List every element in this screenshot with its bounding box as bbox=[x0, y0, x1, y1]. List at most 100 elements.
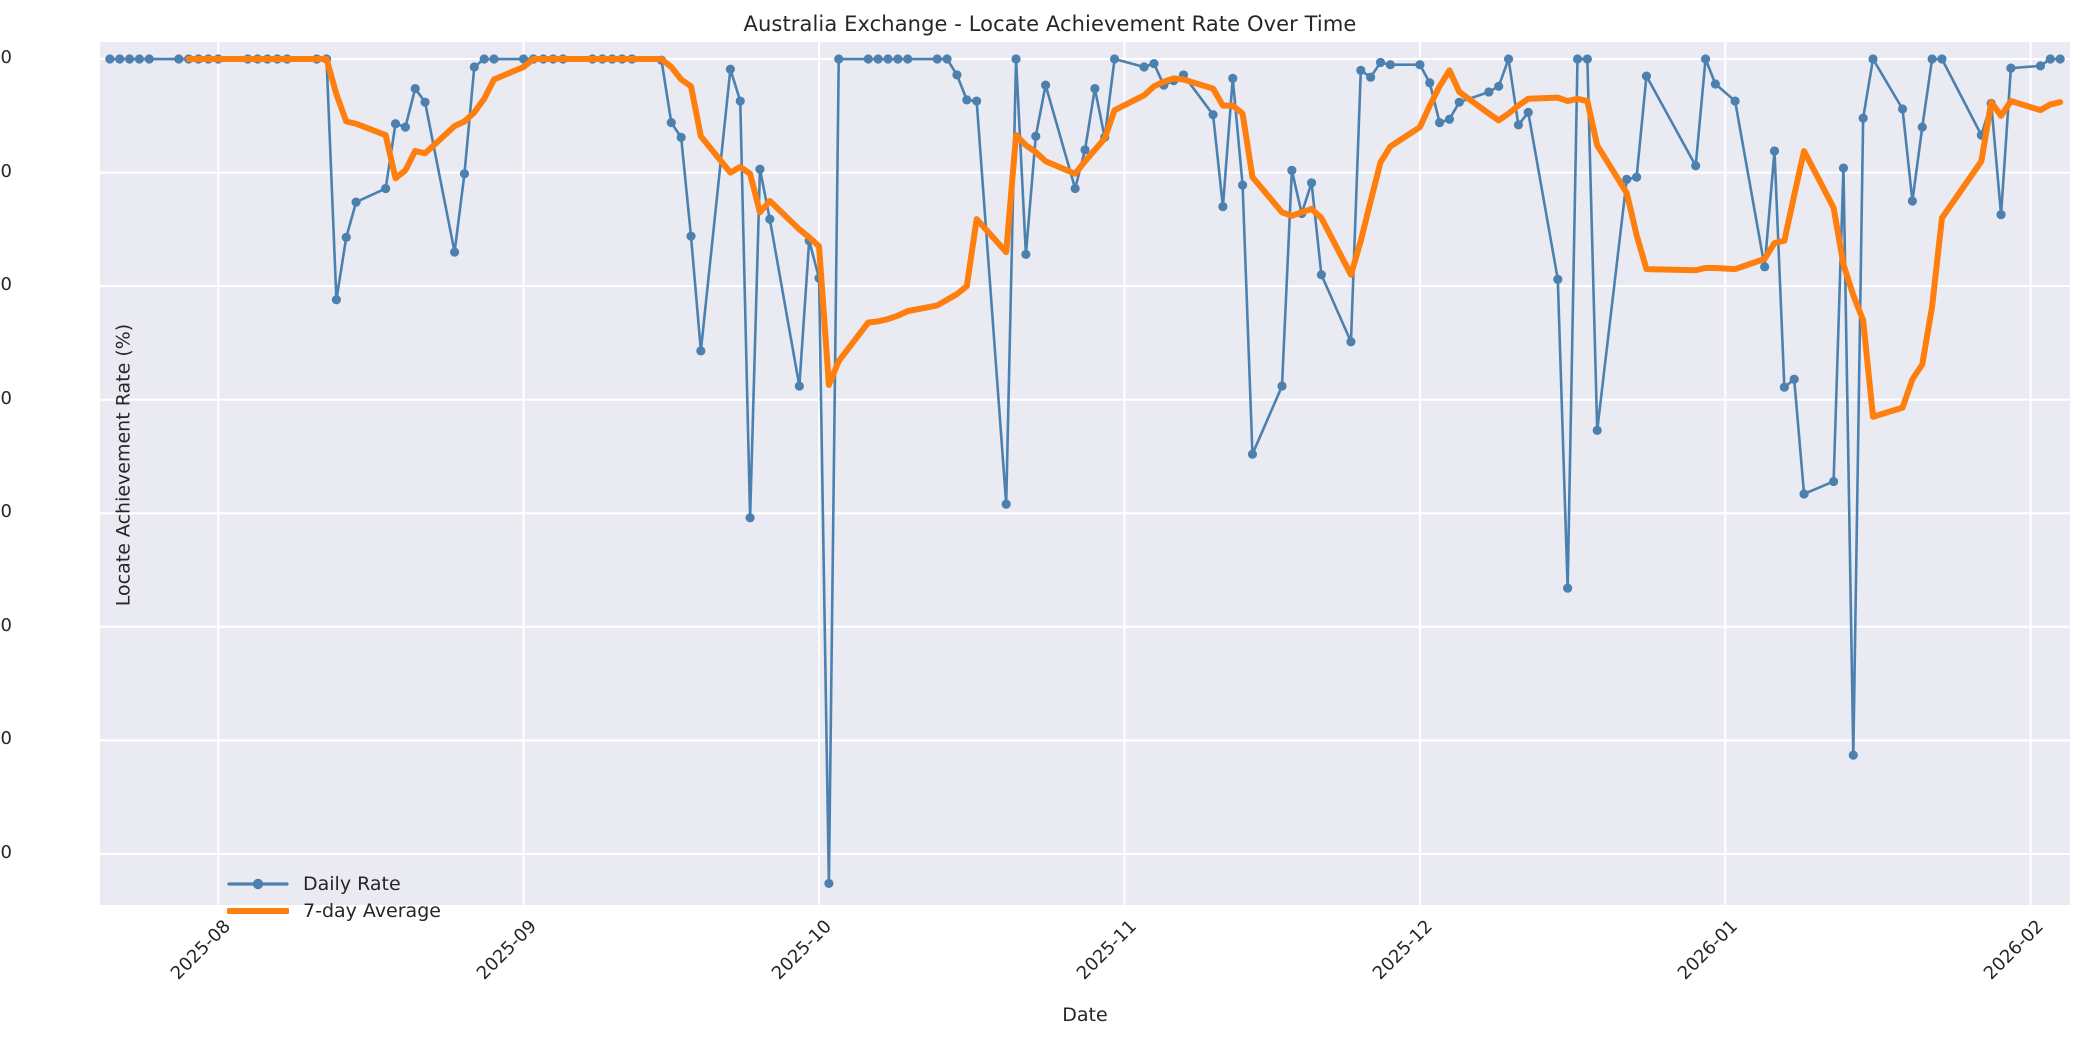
data-point-marker bbox=[459, 169, 470, 179]
data-point-marker bbox=[1799, 489, 1809, 499]
data-point-marker bbox=[1769, 146, 1780, 156]
data-point-marker bbox=[765, 214, 775, 224]
data-point-marker bbox=[666, 118, 676, 128]
data-point-marker bbox=[124, 54, 135, 64]
x-axis-label: Date bbox=[1062, 1004, 1108, 1026]
data-point-marker bbox=[1927, 54, 1937, 64]
data-point-marker bbox=[1848, 750, 1858, 760]
data-point-marker bbox=[1444, 114, 1455, 124]
data-point-marker bbox=[469, 62, 479, 72]
data-point-marker bbox=[1041, 80, 1051, 90]
data-point-marker bbox=[1582, 54, 1592, 64]
data-point-marker bbox=[1641, 71, 1652, 81]
legend-item-seven-day-average[interactable]: 7-day Average bbox=[227, 897, 441, 924]
data-point-marker bbox=[1700, 54, 1711, 64]
data-point-marker bbox=[1779, 382, 1789, 392]
data-point-marker bbox=[824, 878, 834, 889]
data-point-marker bbox=[1385, 60, 1395, 70]
data-point-marker bbox=[450, 247, 460, 257]
data-point-marker bbox=[144, 54, 154, 64]
data-point-marker bbox=[1316, 270, 1326, 280]
data-point-marker bbox=[1553, 274, 1563, 284]
data-point-marker bbox=[676, 132, 686, 142]
x-tick-label: 2025-12 bbox=[1368, 916, 1437, 985]
x-tick-label: 2026-01 bbox=[1674, 916, 1743, 985]
data-point-marker bbox=[1218, 202, 1228, 212]
data-point-marker bbox=[1996, 210, 2006, 220]
data-point-marker bbox=[2055, 54, 2065, 64]
data-point-marker bbox=[1001, 499, 1011, 509]
data-point-marker bbox=[745, 513, 755, 523]
legend-item-daily-rate[interactable]: Daily Rate bbox=[227, 870, 441, 897]
data-point-marker bbox=[1425, 78, 1435, 88]
data-point-marker bbox=[1011, 54, 1021, 64]
data-point-marker bbox=[2006, 63, 2016, 73]
data-point-marker bbox=[1375, 57, 1386, 68]
daily-rate-line-icon bbox=[227, 873, 289, 895]
data-point-marker bbox=[1563, 583, 1573, 593]
data-point-marker bbox=[1494, 81, 1504, 91]
seven-day-average-line-icon bbox=[227, 900, 289, 922]
data-point-marker bbox=[1523, 107, 1533, 117]
data-point-marker bbox=[1503, 54, 1514, 64]
data-point-marker bbox=[1031, 131, 1041, 141]
data-point-marker bbox=[1208, 110, 1218, 120]
data-point-marker bbox=[341, 232, 351, 242]
data-point-marker bbox=[115, 54, 125, 64]
data-point-marker bbox=[1937, 54, 1947, 64]
data-point-marker bbox=[1760, 262, 1770, 272]
data-point-marker bbox=[1415, 60, 1425, 70]
data-point-marker bbox=[1484, 87, 1494, 97]
data-point-marker bbox=[1435, 118, 1445, 128]
data-point-marker bbox=[1592, 425, 1602, 435]
data-point-marker bbox=[1691, 161, 1701, 171]
data-point-marker bbox=[420, 97, 430, 107]
chart-legend: Daily Rate 7-day Average bbox=[217, 864, 451, 932]
data-point-marker bbox=[725, 64, 736, 74]
data-point-marker bbox=[1356, 65, 1366, 75]
data-point-marker bbox=[1247, 449, 1258, 459]
data-point-marker bbox=[755, 164, 765, 174]
gridlines bbox=[100, 42, 2070, 905]
data-point-marker bbox=[1228, 73, 1238, 83]
x-tick-label: 2025-10 bbox=[767, 916, 836, 985]
data-point-marker bbox=[794, 381, 804, 391]
data-point-marker bbox=[1789, 374, 1799, 384]
data-point-marker bbox=[686, 231, 696, 241]
data-point-marker bbox=[696, 346, 706, 356]
data-point-marker bbox=[390, 119, 401, 129]
data-point-marker bbox=[1149, 58, 1159, 69]
data-point-marker bbox=[1513, 120, 1523, 130]
data-point-marker bbox=[1454, 97, 1464, 107]
legend-label-daily-rate: Daily Rate bbox=[303, 872, 401, 895]
data-point-marker bbox=[1287, 165, 1297, 175]
data-point-marker bbox=[942, 54, 952, 64]
plot-area: Locate Achievement Rate (%) Daily Rate bbox=[100, 42, 2070, 922]
data-point-marker bbox=[1090, 83, 1100, 94]
data-point-marker bbox=[1622, 174, 1632, 184]
data-point-marker bbox=[489, 54, 499, 64]
data-point-marker bbox=[1829, 476, 1839, 487]
data-point-marker bbox=[1070, 183, 1080, 194]
data-point-marker bbox=[2035, 61, 2046, 71]
data-point-marker bbox=[1366, 72, 1376, 82]
data-point-marker bbox=[873, 54, 883, 64]
x-tick-label: 2025-08 bbox=[166, 916, 236, 985]
data-point-marker bbox=[863, 54, 873, 64]
data-point-marker bbox=[400, 122, 410, 132]
data-point-marker bbox=[1306, 178, 1317, 188]
data-point-marker bbox=[1080, 145, 1090, 155]
data-point-marker bbox=[1730, 96, 1740, 106]
data-point-marker bbox=[1868, 54, 1878, 64]
data-point-marker bbox=[932, 54, 942, 64]
data-point-marker bbox=[962, 95, 972, 105]
plot-canvas bbox=[100, 42, 2070, 905]
data-point-marker bbox=[1139, 62, 1149, 72]
x-tick-label: 2025-11 bbox=[1073, 916, 1142, 985]
data-point-marker bbox=[952, 70, 962, 80]
series-line-1 bbox=[185, 56, 2064, 420]
data-point-marker bbox=[1021, 249, 1031, 259]
data-point-marker bbox=[1109, 54, 1120, 64]
data-point-marker bbox=[351, 197, 361, 207]
data-point-marker bbox=[479, 54, 489, 64]
